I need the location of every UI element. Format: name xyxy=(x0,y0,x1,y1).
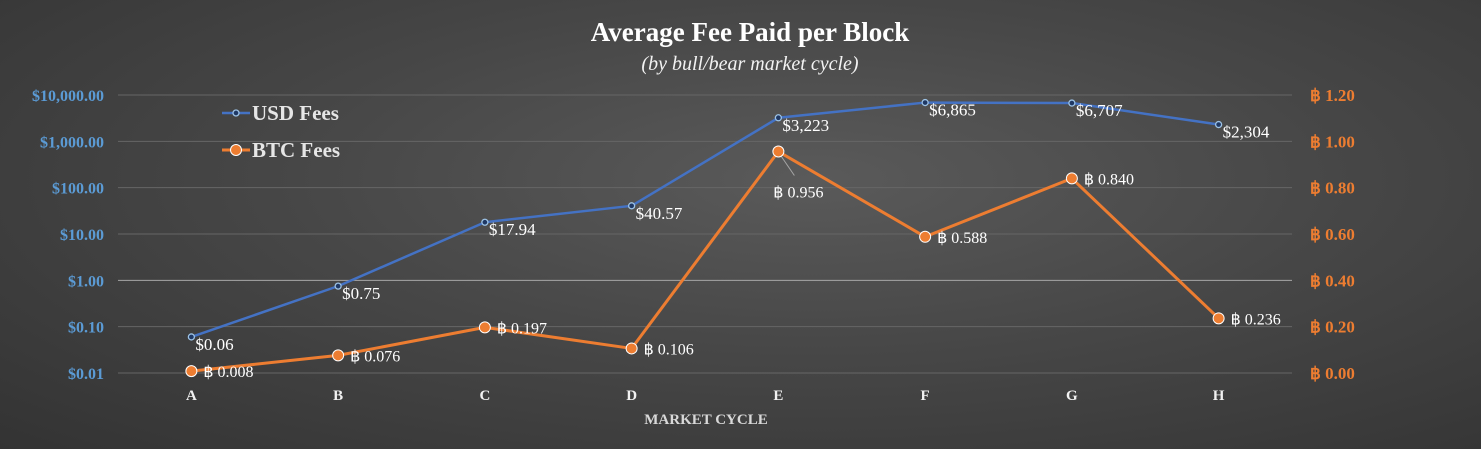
x-tick-label: F xyxy=(921,388,930,404)
x-tick-label: A xyxy=(186,388,197,404)
btc-fees-data-label: ฿ 0.008 xyxy=(203,364,253,381)
y-left-tick-label: $0.01 xyxy=(68,366,104,383)
btc-fees-data-label: ฿ 0.076 xyxy=(350,348,400,365)
y-right-tick-label: ฿ 0.00 xyxy=(1310,364,1355,383)
btc-fees-point xyxy=(478,321,491,334)
y-left-tick-label: $1,000.00 xyxy=(40,134,104,151)
usd-fees-data-label: $2,304 xyxy=(1223,123,1270,142)
legend-label: USD Fees xyxy=(252,101,339,125)
y-axis-left: $0.01 $0.10 $1.00 $10.00 $100.00 $1,000.00 $10… xyxy=(32,88,104,383)
chart-title: Average Fee Paid per Block xyxy=(591,17,909,47)
btc-fees-point xyxy=(185,365,198,378)
btc-fees-point xyxy=(1065,172,1078,185)
legend: USD Fees BTC Fees xyxy=(222,101,340,162)
usd-fees-point xyxy=(921,98,929,107)
series-layer: $0.06 $0.75 $17.94 $40.57 $3,223 $6,865 $6,707… xyxy=(185,98,1281,381)
x-tick-label: E xyxy=(773,388,783,404)
chart-subtitle: (by bull/bear market cycle) xyxy=(641,53,858,75)
y-left-tick-label: $10,000.00 xyxy=(32,88,104,105)
y-left-tick-label: $1.00 xyxy=(68,273,104,290)
x-tick-label: C xyxy=(479,388,490,404)
legend-swatch-marker xyxy=(232,109,240,117)
y-right-tick-label: ฿ 0.80 xyxy=(1310,179,1355,198)
y-left-tick-label: $0.10 xyxy=(68,320,104,337)
btc-fees-data-label: ฿ 0.956 xyxy=(773,185,823,202)
usd-fees-point xyxy=(774,114,783,122)
btc-fees-point xyxy=(625,342,638,355)
btc-fees-data-label: ฿ 0.840 xyxy=(1084,171,1134,188)
usd-fees-point xyxy=(1214,120,1223,129)
btc-fees-data-label: ฿ 0.588 xyxy=(937,230,987,247)
btc-fees-point xyxy=(332,349,345,362)
x-tick-label: B xyxy=(333,388,343,404)
usd-fees-data-label: $6,865 xyxy=(929,101,976,120)
x-tick-label: G xyxy=(1066,388,1078,404)
usd-fees-data-label: $17.94 xyxy=(489,220,536,239)
btc-label-leader-line xyxy=(780,156,795,176)
btc-fees-point xyxy=(919,230,932,243)
usd-fees-line xyxy=(190,101,1219,339)
x-tick-label: H xyxy=(1213,388,1225,404)
legend-swatch-marker xyxy=(230,144,242,156)
x-axis-label: MARKET CYCLE xyxy=(644,412,768,428)
usd-fees-point xyxy=(627,202,636,210)
y-axis-right: ฿ 0.00 ฿ 0.20 ฿ 0.40 ฿ 0.60 ฿ 0.80 ฿ 1.00 ฿ 1.… xyxy=(1310,86,1355,383)
usd-fees-point xyxy=(481,218,489,226)
y-right-tick-label: ฿ 0.40 xyxy=(1310,271,1355,290)
btc-fees-line xyxy=(191,150,1220,373)
usd-fees-data-label: $3,223 xyxy=(782,116,829,135)
y-left-tick-label: $10.00 xyxy=(60,227,104,244)
usd-fees-data-label: $0.75 xyxy=(342,284,380,303)
btc-fees-data-label: ฿ 0.197 xyxy=(497,320,547,337)
btc-fees-data-label: ฿ 0.236 xyxy=(1231,311,1281,328)
legend-label: BTC Fees xyxy=(252,138,340,162)
usd-fees-point xyxy=(1068,99,1076,107)
y-left-tick-label: $100.00 xyxy=(52,181,104,198)
x-tick-label: D xyxy=(626,388,637,404)
gridlines xyxy=(118,94,1292,374)
btc-fees-point xyxy=(772,145,785,158)
btc-fees-data-label: ฿ 0.106 xyxy=(644,341,694,358)
usd-fees-data-label: $0.06 xyxy=(195,335,233,354)
y-right-tick-label: ฿ 1.20 xyxy=(1310,86,1355,105)
usd-fees-point xyxy=(187,333,196,341)
usd-fees-point xyxy=(334,282,342,290)
y-right-tick-label: ฿ 1.00 xyxy=(1310,132,1355,151)
usd-fees-data-label: $6,707 xyxy=(1076,101,1123,120)
y-right-tick-label: ฿ 0.20 xyxy=(1310,318,1355,337)
x-axis: A B C D E F G H xyxy=(186,388,1225,404)
btc-fees-point xyxy=(1212,312,1225,325)
y-right-tick-label: ฿ 0.60 xyxy=(1310,225,1355,244)
usd-fees-data-label: $40.57 xyxy=(636,204,683,223)
